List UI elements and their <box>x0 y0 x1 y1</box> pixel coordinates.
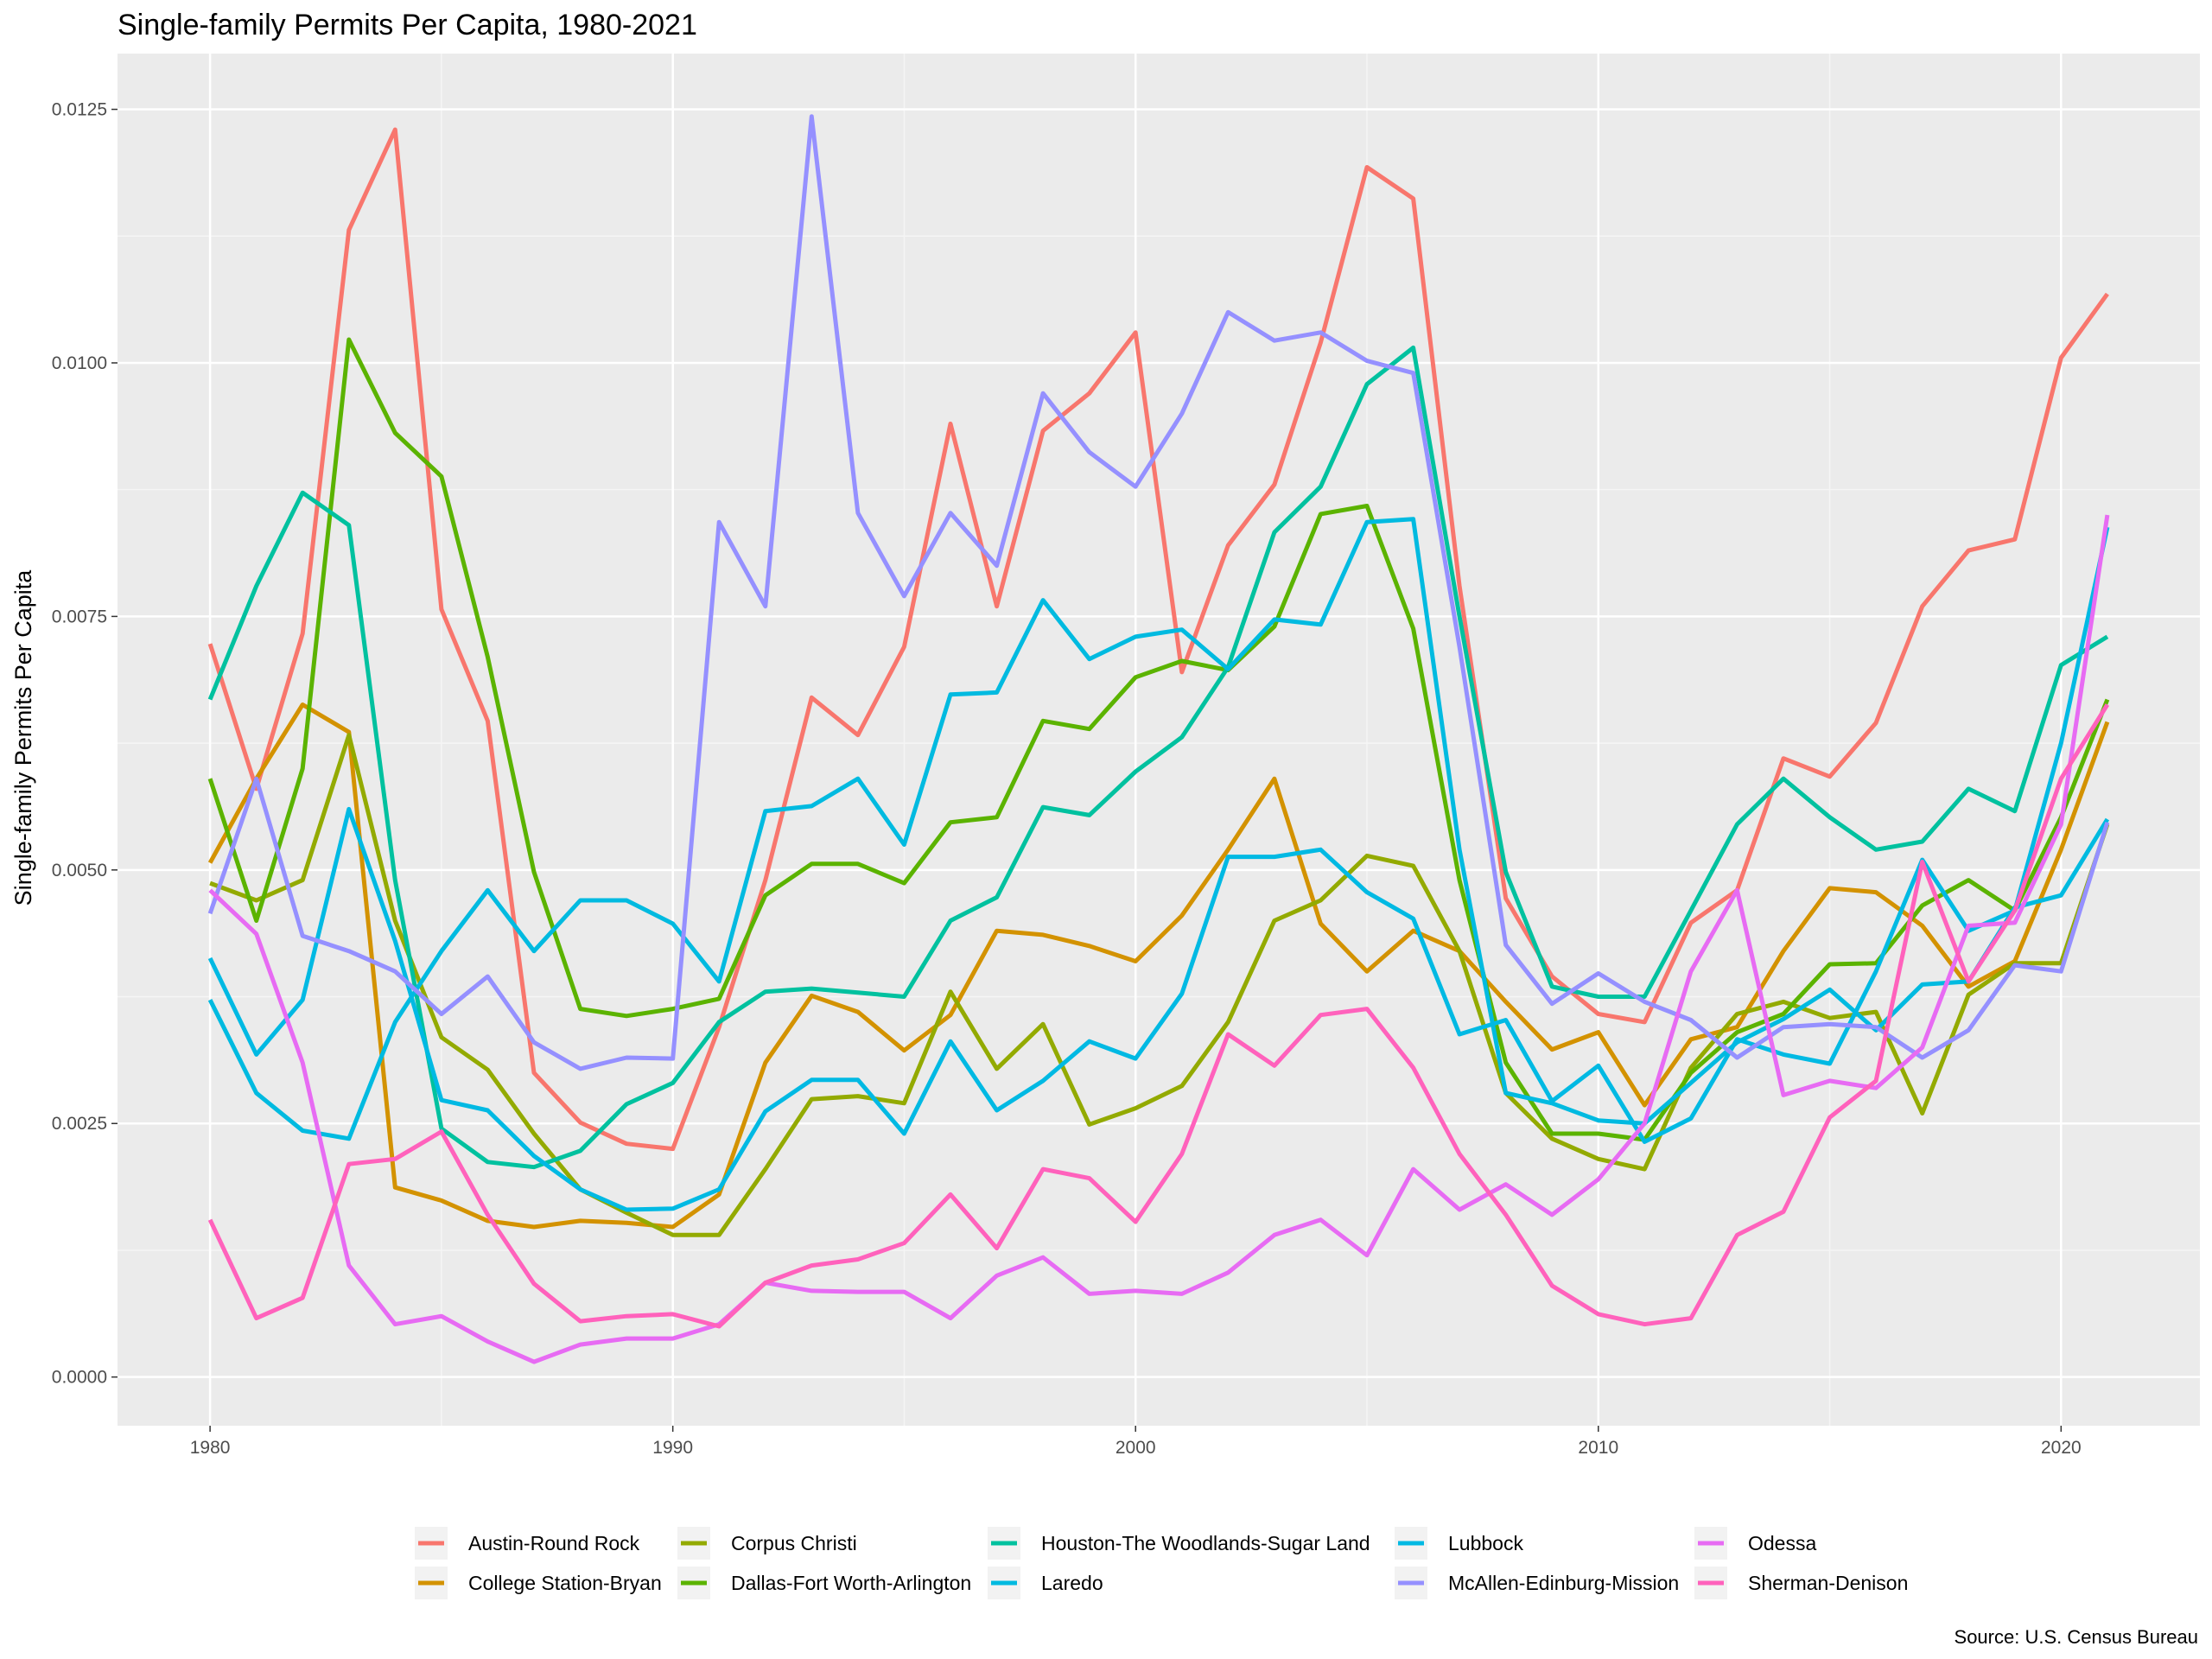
x-tick-label: 1990 <box>652 1438 693 1458</box>
series-lines <box>207 114 2110 1364</box>
legend-label: McAllen-Edinburg-Mission <box>1448 1572 1679 1594</box>
axis-ticks <box>111 108 2063 1432</box>
x-tick-label: 2010 <box>1578 1438 1618 1458</box>
legend-label: Lubbock <box>1448 1532 1523 1554</box>
series-line <box>207 345 2109 1170</box>
y-tick-label: 0.0075 <box>52 607 107 626</box>
legend: Austin-Round Rock College Station-Bryan Co… <box>415 1527 1908 1599</box>
source-caption: Source: U.S. Census Bureau <box>1955 1626 2198 1648</box>
x-tick-label: 2000 <box>1116 1438 1156 1458</box>
legend-label: College Station-Bryan <box>468 1572 662 1594</box>
series-line <box>207 337 2110 1142</box>
y-tick-label: 0.0100 <box>52 353 107 373</box>
legend-label: Odessa <box>1748 1532 1816 1554</box>
series-line <box>207 517 2110 1141</box>
y-tick-label: 0.0050 <box>52 861 107 880</box>
x-tick-label: 1980 <box>190 1438 231 1458</box>
major-gridlines <box>118 54 2200 1426</box>
chart-title: Single-family Permits Per Capita, 1980-2… <box>118 9 697 41</box>
series-line <box>208 514 2110 1364</box>
legend-label: Sherman-Denison <box>1748 1572 1908 1594</box>
plot-panel <box>118 54 2200 1426</box>
y-tick-label: 0.0125 <box>52 100 107 120</box>
series-line <box>207 526 2110 1212</box>
legend-label: Corpus Christi <box>731 1532 857 1554</box>
y-tick-label: 0.0000 <box>52 1368 107 1388</box>
legend-label: Dallas-Fort Worth-Arlington <box>731 1572 971 1594</box>
y-axis-label: Single-family Permits Per Capita <box>10 569 36 906</box>
series-line <box>207 703 2110 1329</box>
legend-label: Houston-The Woodlands-Sugar Land <box>1041 1532 1370 1554</box>
y-tick-label: 0.0025 <box>52 1114 107 1134</box>
x-tick-label: 2020 <box>2041 1438 2082 1458</box>
legend-label: Austin-Round Rock <box>468 1532 640 1554</box>
series-line <box>207 702 2110 1230</box>
y-tick-labels: 0.0000 0.0025 0.0050 0.0075 0.0100 0.0125 <box>52 100 107 1388</box>
legend-label: Laredo <box>1041 1572 1103 1594</box>
series-line <box>207 114 2110 1071</box>
series-line <box>207 127 2109 1152</box>
x-tick-labels: 1980 1990 2000 2010 2020 <box>190 1438 2082 1458</box>
